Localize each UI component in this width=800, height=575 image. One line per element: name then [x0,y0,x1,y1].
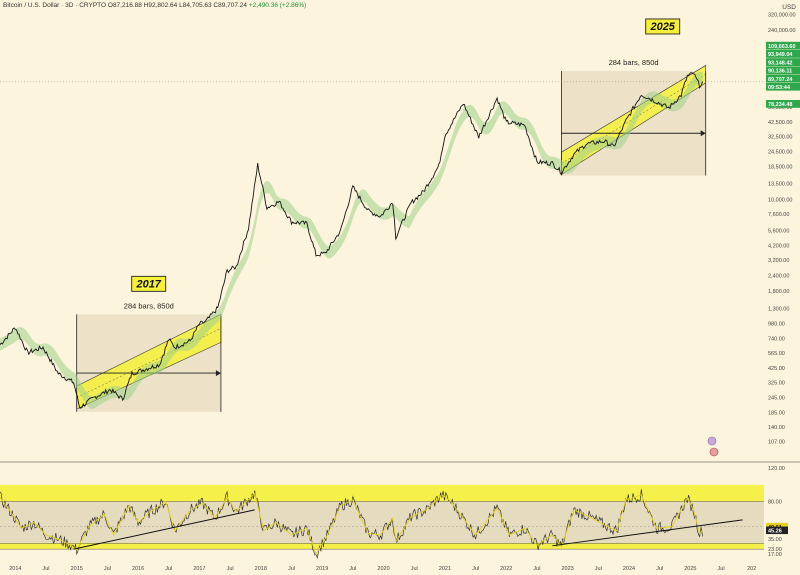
time-tick-label: 2023 [562,566,574,572]
year-label-box [645,18,681,35]
price-tick-label: 240,000.00 [768,28,796,34]
price-tick-label: 245.00 [768,395,785,401]
year-label: 2017 [135,278,161,290]
price-badge-label: 78,234.48 [768,102,792,108]
time-tick-label: Jul [718,566,725,572]
price-badge-label: 93,148.42 [768,60,792,66]
time-tick-label: Jul [43,566,50,572]
time-tick-label: 2016 [132,566,144,572]
rsi-oversold-band [0,543,764,550]
rsi-tick-label: 120.00 [768,466,785,472]
price-badge [766,50,800,58]
rsi-trendline [73,509,255,550]
time-tick-label: Jul [288,566,295,572]
price-tick-label: 56,500.00 [768,105,792,111]
time-tick-label: Jul [411,566,418,572]
price-tick-label: 140.00 [768,425,785,431]
flag-icon [709,447,719,457]
time-tick-label: 2022 [500,566,512,572]
time-tick-label: Jul [533,566,540,572]
rsi-signal-line [0,492,703,556]
moving-average-ribbon [0,72,703,410]
price-badge [766,100,800,108]
rsi-tick-label: 80.00 [768,500,782,506]
rsi-trendline [552,519,743,547]
rsi-badge-label: 45.26 [768,529,782,535]
time-tick-label: 2017 [193,566,205,572]
time-tick-label: 2018 [255,566,267,572]
price-badge [766,58,800,66]
price-tick-label: 425.00 [768,366,785,372]
price-badge-label: 90,136.11 [768,69,792,75]
price-tick-label: 4,200.00 [768,244,789,250]
price-tick-label: 1,300.00 [768,306,789,312]
event-icon [707,436,717,446]
price-tick-label: 740.00 [768,336,785,342]
price-tick-label: 2,400.00 [768,274,789,280]
time-tick-label: Jul [656,566,663,572]
time-tick-label: 2024 [623,566,635,572]
price-series-line [0,72,704,409]
price-tick-label: 24,500.00 [768,150,792,156]
price-tick-label: 18,500.00 [768,165,792,171]
price-badge-label: 93,949.04 [768,52,793,58]
time-tick-label: 202 [747,566,756,572]
time-tick-label: Jul [227,566,234,572]
currency-label: USD [782,4,796,11]
price-tick-label: 325.00 [768,380,785,386]
price-tick-label: 1,800.00 [768,289,789,295]
range-note: 284 bars, 850d [124,301,174,310]
price-badge [766,74,800,83]
price-tick-label: 32,500.00 [768,135,792,141]
price-badge [766,41,800,50]
price-tick-label: 42,500.00 [768,120,792,126]
price-tick-label: 5,600.00 [768,228,789,234]
price-change: +2,490.36 (+2.86%) [248,2,307,9]
year-label: 2025 [649,21,675,33]
time-tick-label: Jul [165,566,172,572]
price-badge-label: 09:53:44 [768,85,791,91]
time-tick-label: Jul [472,566,479,572]
measure-arrowhead [700,130,706,137]
price-tick-label: 185.00 [768,410,785,416]
rsi-tick-label: 17.00 [768,552,782,558]
time-tick-label: 2020 [377,566,389,572]
time-tick-label: Jul [104,566,111,572]
rsi-line [0,489,703,560]
price-tick-label: 107.00 [768,440,785,446]
price-badge-label: 109,663.60 [768,44,796,50]
price-tick-label: 980.00 [768,321,785,327]
time-tick-label: 2014 [9,566,21,572]
price-tick-label: 320,000.00 [768,13,796,19]
price-badge [766,66,800,75]
symbol-header: Bitcoin / U.S. Dollar · 3D · CRYPTO O87,… [3,2,306,9]
measure-arrowhead [215,370,221,377]
price-tick-label: 3,200.00 [768,258,789,264]
time-tick-label: 2015 [71,566,83,572]
time-tick-label: 2025 [684,566,696,572]
price-tick-label: 565.00 [768,351,785,357]
time-tick-label: 2021 [439,566,451,572]
rsi-tick-label: 35.00 [768,537,782,543]
time-tick-label: Jul [595,566,602,572]
rsi-badge [766,526,788,535]
year-label-box [131,275,167,292]
price-badge-label: 89,707.24 [768,77,793,83]
symbol-title: Bitcoin / U.S. Dollar · 3D · CRYPTO [3,2,107,9]
annotation-2017: 284 bars, 850d 2017 [76,275,222,412]
range-note: 284 bars, 850d [609,58,659,67]
time-tick-label: 2019 [316,566,328,572]
rsi-overbought-band [0,484,764,502]
price-tick-label: 13,500.00 [768,181,792,187]
price-badge [766,82,800,91]
time-tick-label: Jul [349,566,356,572]
ohlc-values: O87,216.88 H92,802.64 L84,705.63 C89,707… [107,2,248,9]
price-tick-label: 7,600.00 [768,212,789,218]
rsi-tick-label: 23.00 [768,547,782,553]
price-tick-label: 10,000.00 [768,197,792,203]
